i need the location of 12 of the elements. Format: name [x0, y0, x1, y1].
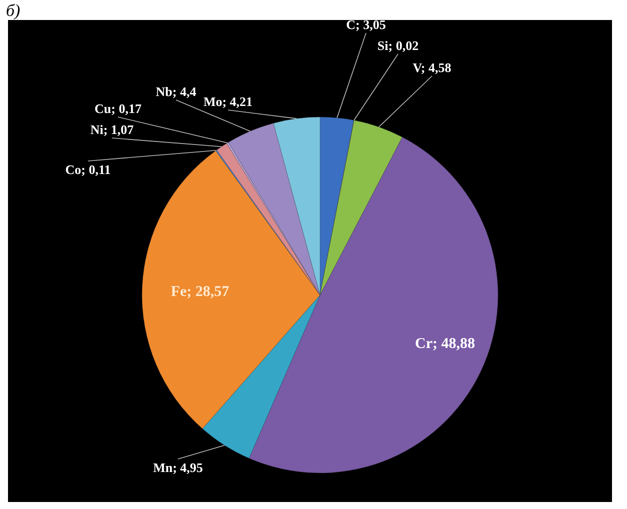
- slice-label: Fe; 28,57: [170, 284, 230, 300]
- slice-label: Mn; 4,95: [153, 460, 204, 475]
- slice-label: Mo; 4,21: [203, 94, 253, 109]
- slice-label: Ni; 1,07: [90, 122, 134, 137]
- slice-label: Cr; 48,88: [415, 336, 475, 352]
- slice-label: Cu; 0,17: [94, 101, 142, 116]
- slice-label: Co; 0,11: [65, 162, 111, 177]
- slice-label: Si; 0,02: [377, 38, 419, 53]
- slice-label: Nb; 4,4: [156, 84, 197, 99]
- slice-label: V; 4,58: [412, 60, 452, 75]
- slice-label: C; 3,05: [346, 17, 386, 32]
- chart-title: б): [6, 1, 21, 20]
